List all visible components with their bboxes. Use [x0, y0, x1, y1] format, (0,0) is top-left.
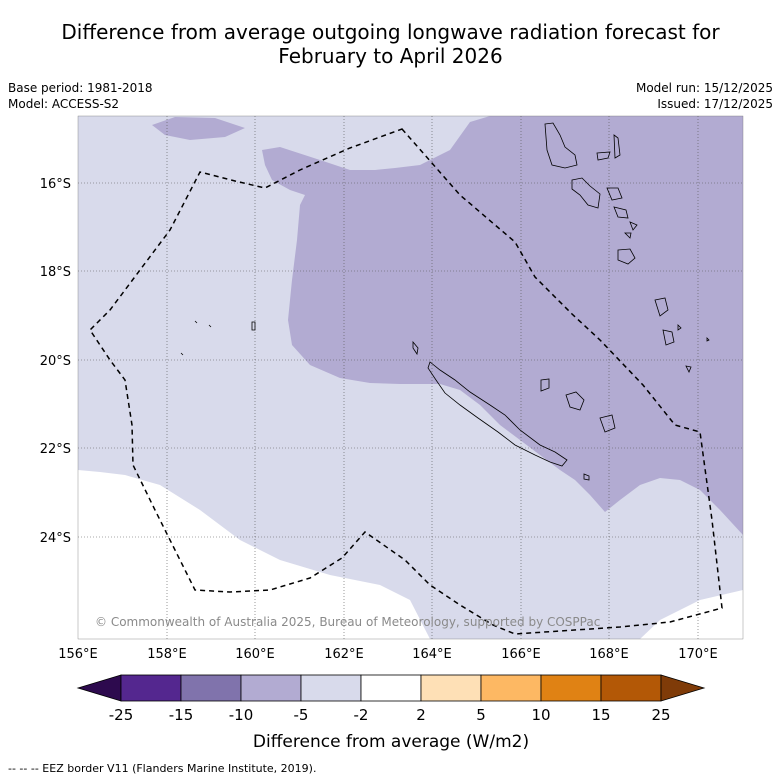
anomaly-field-medium-north: [152, 117, 245, 140]
colorbar-tick: 2: [416, 706, 426, 724]
lon-labels: 156°E 158°E 160°E 162°E 164°E 166°E 168°…: [58, 647, 718, 662]
gridlines: [78, 116, 743, 639]
colorbar-tick: 10: [531, 706, 550, 724]
colorbar-tick: 5: [476, 706, 486, 724]
lon-label: 158°E: [147, 647, 187, 662]
lon-label: 168°E: [589, 647, 629, 662]
lat-label: 24°S: [40, 531, 71, 546]
colorbar-segment: [480, 674, 542, 702]
copyright-text: © Commonwealth of Australia 2025, Bureau…: [95, 615, 600, 629]
espiritu-santo-outline: [544, 122, 578, 169]
efate-small-outline: [624, 232, 632, 239]
coastlines: [180, 122, 710, 481]
lat-label: 18°S: [40, 265, 71, 280]
reef-outline: [180, 352, 184, 356]
aneityum-outline: [685, 365, 692, 373]
lat-labels: 16°S 18°S 20°S 22°S 24°S: [40, 177, 71, 546]
map-title: Difference from average outgoing longwav…: [0, 20, 781, 68]
colorbar-extend-high: [660, 674, 706, 702]
anomaly-field-neutral: [78, 470, 430, 639]
colorbar-segment: [600, 674, 662, 702]
ambae-outline: [596, 151, 611, 161]
meta-left: Base period: 1981-2018 Model: ACCESS-S2: [8, 80, 153, 112]
colorbar-segment: [120, 674, 182, 702]
map-area: [78, 116, 743, 639]
colorbar-segment: [360, 674, 422, 702]
lon-label: 164°E: [412, 647, 452, 662]
reef-outline: [208, 324, 212, 328]
eez-border: [89, 128, 723, 635]
colorbar-tick: 15: [591, 706, 610, 724]
colorbar-segment: [420, 674, 482, 702]
colorbar-tick: -25: [109, 706, 134, 724]
aniwa-outline: [706, 337, 710, 342]
eez-legend: -- -- -- EEZ border V11 (Flanders Marine…: [8, 762, 317, 775]
lat-label: 22°S: [40, 442, 71, 457]
island-outline: [412, 340, 419, 356]
title-line-2: February to April 2026: [278, 44, 503, 68]
shepherd-outline: [629, 221, 638, 231]
futuna-outline: [677, 324, 682, 331]
colorbar-tick: -5: [294, 706, 309, 724]
ouvea-outline: [540, 378, 550, 392]
lon-label: 160°E: [235, 647, 275, 662]
meta-right: Model run: 15/12/2025 Issued: 17/12/2025: [636, 80, 773, 112]
issued-date: Issued: 17/12/2025: [657, 97, 773, 111]
colorbar-segment: [540, 674, 602, 702]
model-name: Model: ACCESS-S2: [8, 97, 120, 111]
lon-label: 166°E: [501, 647, 541, 662]
colorbar-ticks: -25 -15 -10 -5 -2 2 5 10 15 25: [109, 706, 671, 724]
colorbar-tick: 25: [651, 706, 670, 724]
new-caledonia-outline: [427, 361, 568, 467]
colorbar-segment: [240, 674, 302, 702]
mare-outline: [599, 414, 616, 433]
maewo-outline: [613, 134, 621, 159]
lon-label: 156°E: [58, 647, 98, 662]
colorbar-segment: [180, 674, 242, 702]
colorbar-segment: [300, 674, 362, 702]
lifou-outline: [565, 391, 585, 411]
epi-outline: [613, 206, 629, 219]
colorbar-tick: -2: [354, 706, 369, 724]
colorbar-tick: -15: [169, 706, 194, 724]
chesterfield-outline: [251, 321, 256, 331]
colorbar-extend-low: [76, 674, 122, 702]
colorbar: -25 -15 -10 -5 -2 2 5 10 15 25 Differenc…: [76, 674, 706, 752]
lat-label: 20°S: [40, 354, 71, 369]
base-period: Base period: 1981-2018: [8, 81, 153, 95]
erromango-outline: [654, 297, 669, 317]
reef-outline: [194, 320, 198, 324]
map-frame: [77, 115, 744, 640]
model-run: Model run: 15/12/2025: [635, 81, 773, 95]
lat-label: 16°S: [40, 177, 71, 192]
tanna-outline: [662, 329, 675, 346]
colorbar-label: Difference from average (W/m2): [253, 732, 529, 752]
anomaly-field-medium: [262, 116, 743, 535]
malekula-outline: [571, 177, 601, 209]
isle-of-pines-outline: [583, 473, 590, 481]
lon-label: 162°E: [324, 647, 364, 662]
title-line-1: Difference from average outgoing longwav…: [61, 20, 720, 44]
ambrym-outline: [606, 187, 623, 201]
anomaly-field-neutral-east: [640, 590, 743, 639]
colorbar-tick: -10: [229, 706, 254, 724]
efate-outline: [617, 248, 636, 265]
lon-label: 170°E: [678, 647, 718, 662]
